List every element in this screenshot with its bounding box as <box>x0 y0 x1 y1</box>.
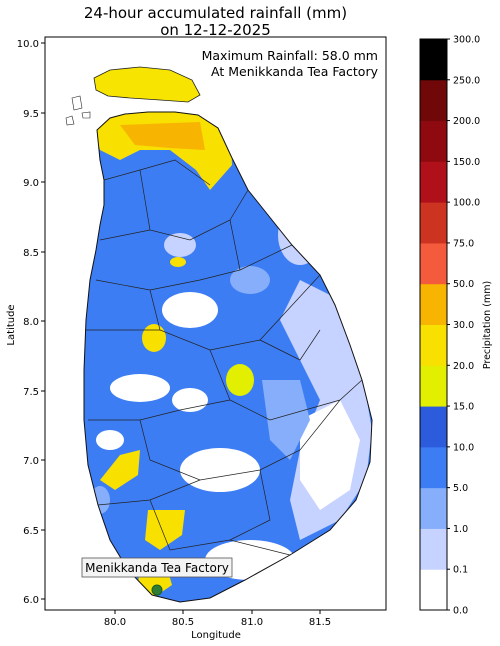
colorbar-tick-label: 50.0 <box>453 279 474 290</box>
colorbar-swatch <box>420 365 447 407</box>
colorbar-swatch <box>420 161 447 203</box>
colorbar-tick-label: 30.0 <box>453 320 474 331</box>
y-tick-label: 6.0 <box>23 595 39 606</box>
colorbar-swatch <box>420 283 447 325</box>
colorbar-tick-label: 10.0 <box>453 442 474 453</box>
colorbar-tick-label: 250.0 <box>453 75 480 86</box>
colorbar-swatch <box>420 528 447 570</box>
island-outline <box>83 111 373 603</box>
colorbar-swatch <box>420 39 447 81</box>
y-tick-label: 9.0 <box>23 178 39 189</box>
island-kayts <box>71 95 83 111</box>
y-tick-label: 7.0 <box>23 456 39 467</box>
colorbar-tick-label: 20.0 <box>453 361 474 372</box>
colorbar-swatch <box>420 487 447 529</box>
y-axis-label: Latitude <box>6 304 17 345</box>
x-tick-label: 80.5 <box>172 617 194 628</box>
colorbar-tick-label: 5.0 <box>453 483 468 494</box>
x-tick-label: 80.0 <box>104 617 126 628</box>
y-tick-label: 6.5 <box>23 526 39 537</box>
map-title-line-1: 24-hour accumulated rainfall (mm) <box>83 4 348 22</box>
x-tick-label: 81.5 <box>309 617 331 628</box>
district-boundaries <box>86 159 363 556</box>
x-axis-label: Longitude <box>191 630 241 641</box>
station-label-box <box>81 557 233 578</box>
x-tick-label: 81.0 <box>241 617 263 628</box>
y-tick-label: 8.0 <box>23 317 39 328</box>
y-tick-labels: 6.0 6.5 7.0 7.5 8.0 8.5 9.0 9.5 10.0 <box>17 39 39 606</box>
colorbar-swatch <box>420 569 447 611</box>
colorbar-swatch <box>420 79 447 122</box>
y-tick-label: 9.5 <box>23 109 39 120</box>
max-rainfall-location: At Menikkanda Tea Factory <box>211 64 379 79</box>
y-axis-ticks <box>41 42 45 600</box>
island-delft <box>65 115 75 126</box>
rainfall-field <box>84 112 372 602</box>
colorbar-swatch <box>420 324 447 366</box>
x-axis-ticks <box>114 610 321 614</box>
station-label: Menikkanda Tea Factory <box>85 561 229 575</box>
colorbar-swatch <box>420 406 447 448</box>
colorbar-swatch <box>420 242 447 285</box>
colorbar-tick-label: 200.0 <box>453 116 480 127</box>
y-tick-label: 7.5 <box>23 387 39 398</box>
colorbar-tick-label: 15.0 <box>453 402 474 413</box>
colorbar-swatch <box>420 202 447 244</box>
colorbar-tick-label: 0.0 <box>453 606 468 617</box>
colorbar-tick-label: 75.0 <box>453 238 474 249</box>
jaffna-peninsula <box>93 66 201 103</box>
colorbar-swatch <box>420 120 447 162</box>
colorbar-tick-label: 150.0 <box>453 157 480 168</box>
x-tick-labels: 80.0 80.5 81.0 81.5 <box>104 617 331 628</box>
colorbar-tick-labels: 0.0 0.1 1.0 5.0 10.0 15.0 20.0 30.0 50.0 75.0 100.… <box>447 35 480 617</box>
colorbar-swatch <box>420 446 447 489</box>
y-tick-label: 8.5 <box>23 248 39 259</box>
colorbar-tick-label: 0.1 <box>453 565 468 576</box>
colorbar-label: Precipitation (mm) <box>482 281 493 369</box>
island-small <box>81 111 91 119</box>
y-tick-label: 10.0 <box>17 39 39 50</box>
colorbar-tick-label: 100.0 <box>453 198 480 209</box>
station-marker[interactable] <box>151 584 163 596</box>
max-rainfall-label: Maximum Rainfall: 58.0 mm <box>202 48 378 63</box>
colorbar-tick-label: 1.0 <box>453 524 468 535</box>
map-title-line-2: on 12-12-2025 <box>160 21 271 39</box>
precipitation-colorbar <box>420 39 447 611</box>
colorbar-tick-label: 300.0 <box>453 35 480 46</box>
